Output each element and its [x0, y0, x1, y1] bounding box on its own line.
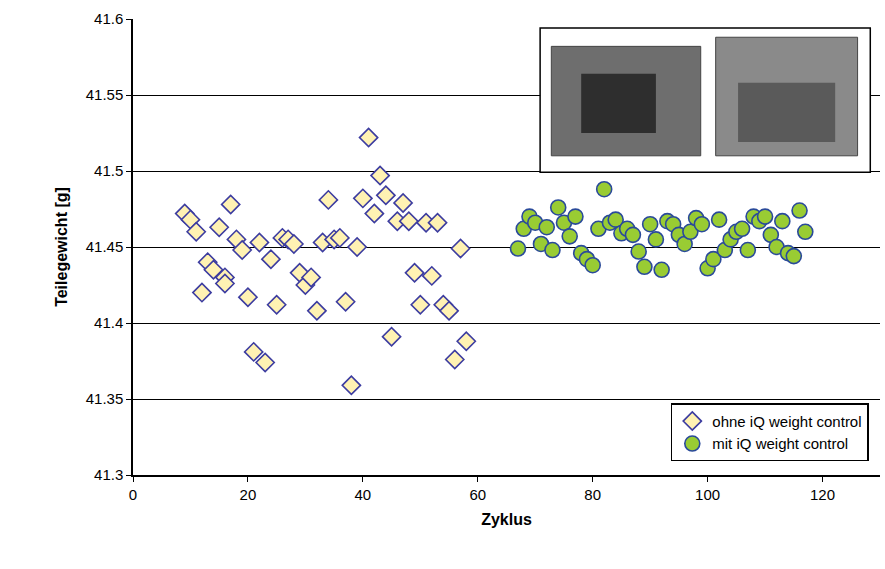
- svg-text:Teilegewicht [g]: Teilegewicht [g]: [53, 187, 70, 307]
- svg-text:41.45: 41.45: [86, 238, 124, 255]
- svg-text:41.35: 41.35: [86, 390, 124, 407]
- svg-text:40: 40: [355, 486, 372, 503]
- svg-text:ohne iQ weight control: ohne iQ weight control: [712, 413, 861, 430]
- svg-text:Zyklus: Zyklus: [481, 511, 532, 528]
- svg-text:0: 0: [129, 486, 137, 503]
- svg-text:80: 80: [584, 486, 601, 503]
- svg-text:41.3: 41.3: [94, 466, 123, 483]
- svg-text:41.4: 41.4: [94, 314, 123, 331]
- svg-text:41.6: 41.6: [94, 10, 123, 27]
- svg-text:41.5: 41.5: [94, 162, 123, 179]
- svg-text:41.55: 41.55: [86, 86, 124, 103]
- svg-text:100: 100: [695, 486, 720, 503]
- svg-text:20: 20: [240, 486, 257, 503]
- svg-text:120: 120: [810, 486, 835, 503]
- svg-text:mit iQ weight control: mit iQ weight control: [712, 435, 848, 452]
- svg-text:60: 60: [469, 486, 486, 503]
